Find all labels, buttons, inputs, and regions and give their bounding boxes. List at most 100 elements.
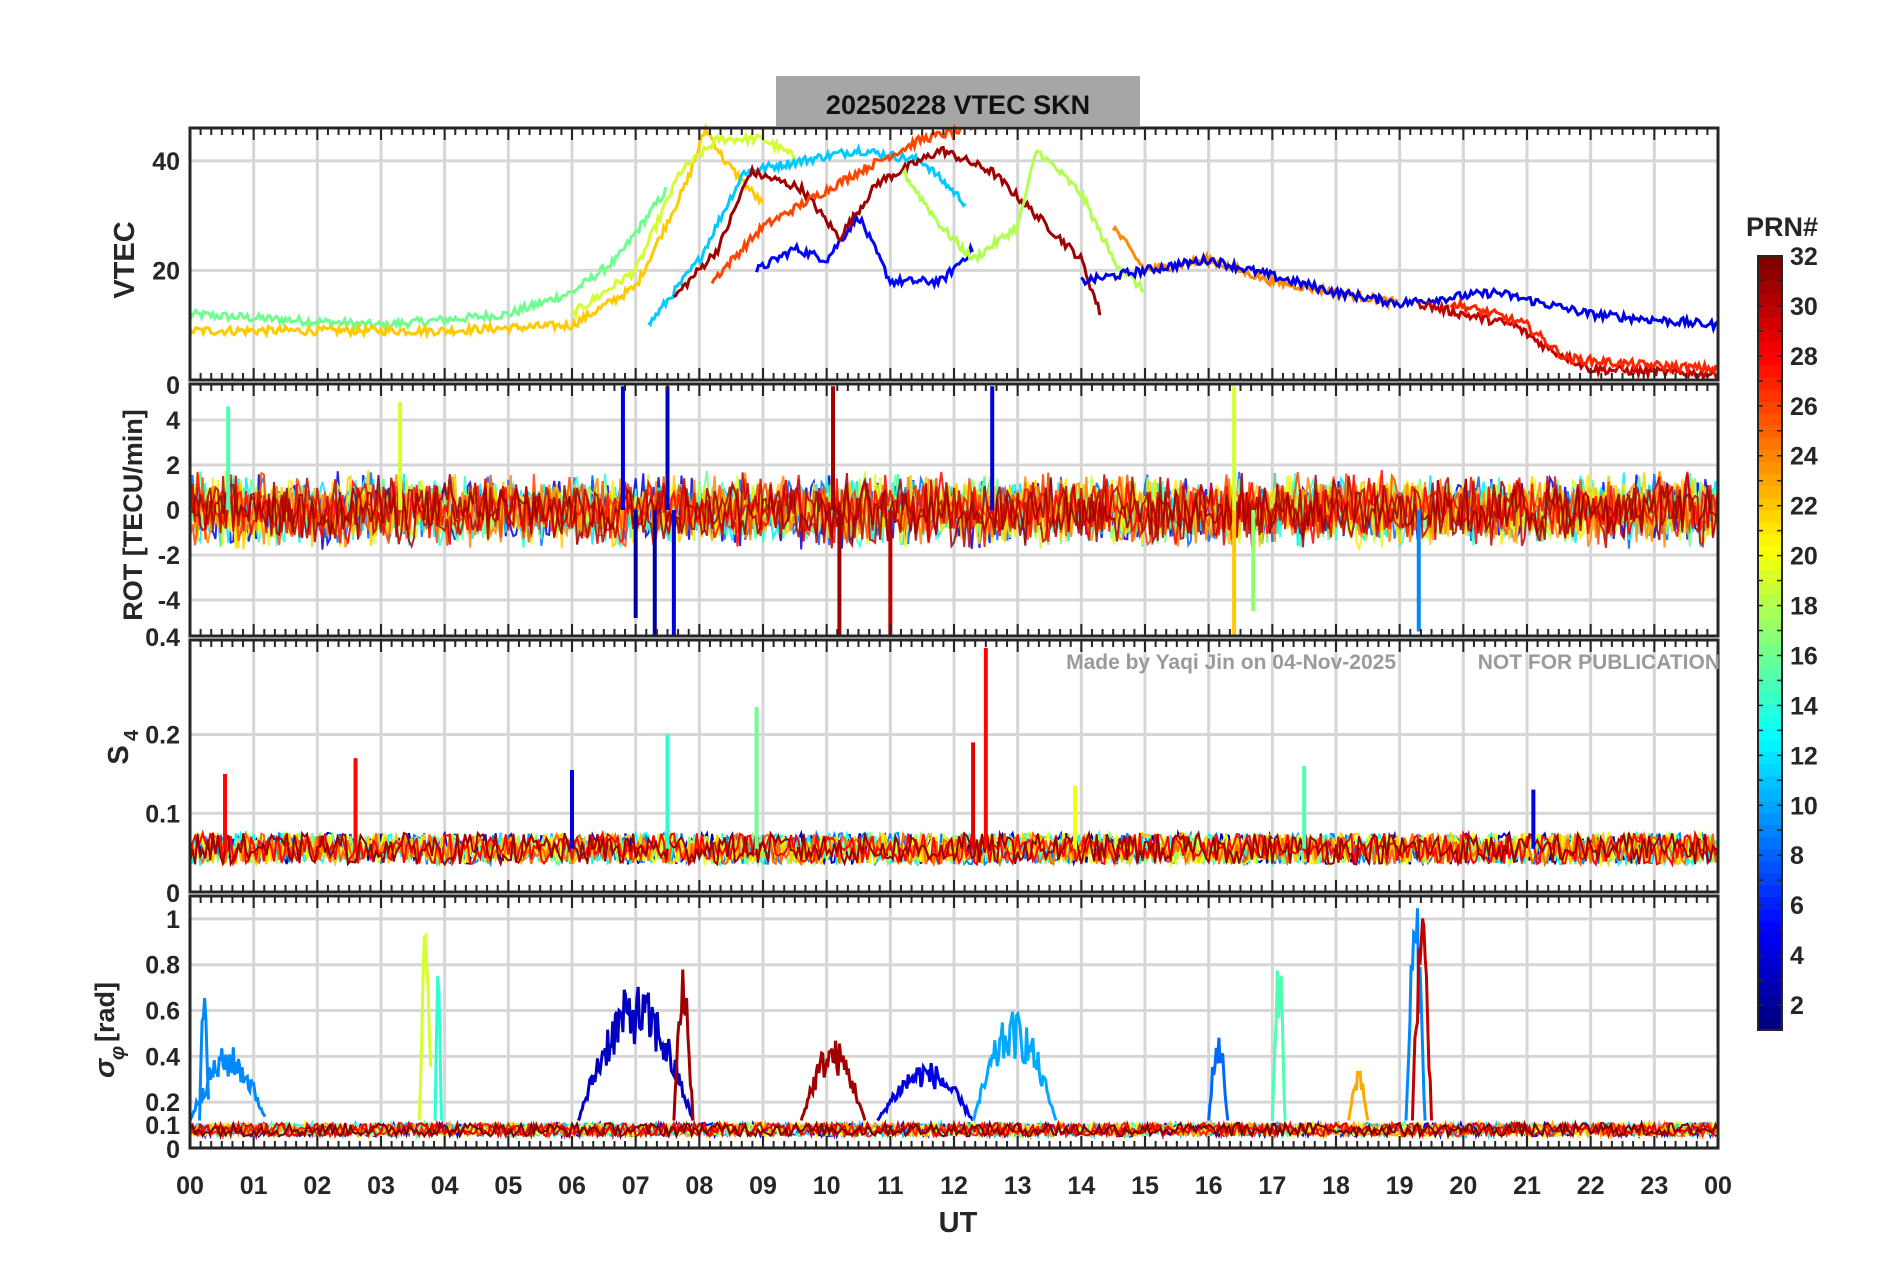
colorbar-segment: [1758, 848, 1782, 862]
sigphi-series-prn-32: [189, 1119, 1719, 1141]
colorbar-segment: [1758, 957, 1782, 971]
sigphi-burst: [577, 986, 695, 1122]
sigphi-ytick-label: 0.1: [145, 1112, 180, 1140]
colorbar-segment: [1758, 655, 1782, 668]
sigphi-burst: [1410, 918, 1433, 1121]
title-background: [776, 76, 1140, 126]
vtec-ylabel: VTEC: [109, 221, 141, 298]
colorbar-segment: [1758, 727, 1782, 741]
rot-ytick-label: -4: [158, 587, 180, 615]
sigphi-burst: [1347, 1069, 1370, 1121]
s4-bottom-tick-label: 0: [166, 880, 180, 908]
x-tick-label: 10: [813, 1172, 841, 1200]
x-tick-label: 20: [1449, 1172, 1477, 1200]
colorbar-segment: [1758, 776, 1782, 789]
colorbar-tick-label: 6: [1790, 892, 1804, 920]
vtec-series-prn-31-arc: [673, 145, 1102, 316]
colorbar-segment: [1758, 896, 1782, 910]
sigphi-burst: [198, 997, 210, 1121]
sigphi-panel: 0.10.2 0.4 0.6 0.8 1 0: [145, 894, 1720, 1164]
colorbar-segment: [1758, 1017, 1782, 1031]
rot-ytick-label: 4: [166, 407, 180, 435]
vtec-series-prn-30-arc: [1417, 300, 1719, 382]
colorbar-segment: [1758, 872, 1782, 886]
colorbar-segment: [1758, 993, 1782, 1007]
colorbar-segment: [1758, 739, 1782, 753]
x-tick-label: 13: [1004, 1172, 1032, 1200]
colorbar-tick-label: 20: [1790, 543, 1818, 571]
sigphi-burst: [799, 1040, 867, 1121]
watermark-notice: NOT FOR PUBLICATION: [1478, 651, 1720, 674]
vtec-series-prn-27-arc: [1449, 297, 1718, 378]
colorbar-segment: [1758, 606, 1782, 620]
s4-ylabel: S 4: [103, 729, 143, 765]
colorbar-segment: [1758, 667, 1782, 680]
vtec-series-morning-rise: [188, 186, 668, 334]
colorbar-segment: [1758, 933, 1782, 946]
colorbar-segment: [1758, 884, 1782, 898]
colorbar-tick-label: 10: [1790, 792, 1818, 820]
colorbar-tick-label: 24: [1790, 443, 1818, 471]
colorbar-segment: [1758, 981, 1782, 995]
sigphi-ytick-label: 0.2: [145, 1089, 180, 1117]
x-tick-label: 11: [877, 1172, 904, 1200]
x-tick-label: 14: [1067, 1172, 1095, 1200]
colorbar-segment: [1758, 618, 1782, 632]
colorbar-segment: [1758, 691, 1782, 704]
figure-title: 20250228 VTEC SKN: [826, 90, 1090, 120]
colorbar-segment: [1758, 256, 1782, 269]
colorbar-segment: [1758, 715, 1782, 729]
colorbar-segment: [1758, 425, 1782, 438]
vtec-series-prn-24-arc: [1111, 224, 1399, 312]
rot-series-prn-30: [189, 472, 1719, 549]
x-axis-label: UT: [939, 1207, 978, 1239]
colorbar-segment: [1758, 643, 1782, 656]
colorbar-segment: [1758, 921, 1782, 934]
sigphi-ylabel-symbol: σ: [89, 1057, 121, 1078]
colorbar-tick-label: 12: [1790, 742, 1818, 770]
s4-series-prn-25: [189, 830, 1719, 868]
x-tick-label: 06: [558, 1172, 586, 1200]
colorbar-segment: [1758, 485, 1782, 499]
x-tick-label: 17: [1258, 1172, 1286, 1200]
sigphi-burst: [188, 1047, 267, 1122]
colorbar-segment: [1758, 364, 1782, 378]
x-tick-label: 08: [685, 1172, 713, 1200]
x-tick-label: 23: [1640, 1172, 1668, 1200]
x-tick-labels: 00 01 02 03 04 05 06 07 08 09 10 11 12 13 14 15 16 17 18 19…: [176, 1172, 1732, 1200]
x-tick-label: 22: [1577, 1172, 1605, 1200]
colorbar-frame: [1757, 255, 1783, 1031]
x-tick-label: 04: [431, 1172, 459, 1200]
x-tick-label: 00: [176, 1172, 204, 1200]
vtec-series-prn-22-arc: [188, 122, 765, 340]
colorbar-segment: [1758, 352, 1782, 366]
vtec-series-afternoon-decay: [1080, 251, 1719, 335]
colorbar-segment: [1758, 280, 1782, 293]
sigphi-burst: [876, 1062, 975, 1122]
vtec-series-prn-26-arc: [710, 123, 973, 285]
colorbar-tick-label: 14: [1790, 692, 1818, 720]
colorbar-segment: [1758, 546, 1782, 559]
colorbar-tick-label: 26: [1790, 393, 1818, 421]
colorbar-tick-label: 30: [1790, 293, 1818, 321]
colorbar-segment: [1758, 582, 1782, 596]
x-tick-label: 18: [1322, 1172, 1350, 1200]
sigphi-burst: [1270, 970, 1287, 1121]
sigphi-ytick-label: 0.8: [145, 952, 180, 980]
rot-panel: -4 -2 0 2 4 0 0.4: [145, 372, 1720, 652]
colorbar-segment: [1758, 969, 1782, 983]
colorbar-segment: [1758, 389, 1782, 402]
vtec-ytick-label: 40: [152, 148, 180, 176]
colorbar-segment: [1758, 570, 1782, 584]
s4-ytick-label: 0.1: [145, 800, 180, 828]
sigphi-ylabel-unit: [rad]: [90, 982, 120, 1042]
colorbar-segment: [1758, 679, 1782, 692]
colorbar-segment: [1758, 812, 1782, 825]
x-tick-label: 09: [749, 1172, 777, 1200]
sigphi-burst: [417, 932, 433, 1121]
colorbar-segment: [1758, 376, 1782, 390]
colorbar-segment: [1758, 401, 1782, 414]
